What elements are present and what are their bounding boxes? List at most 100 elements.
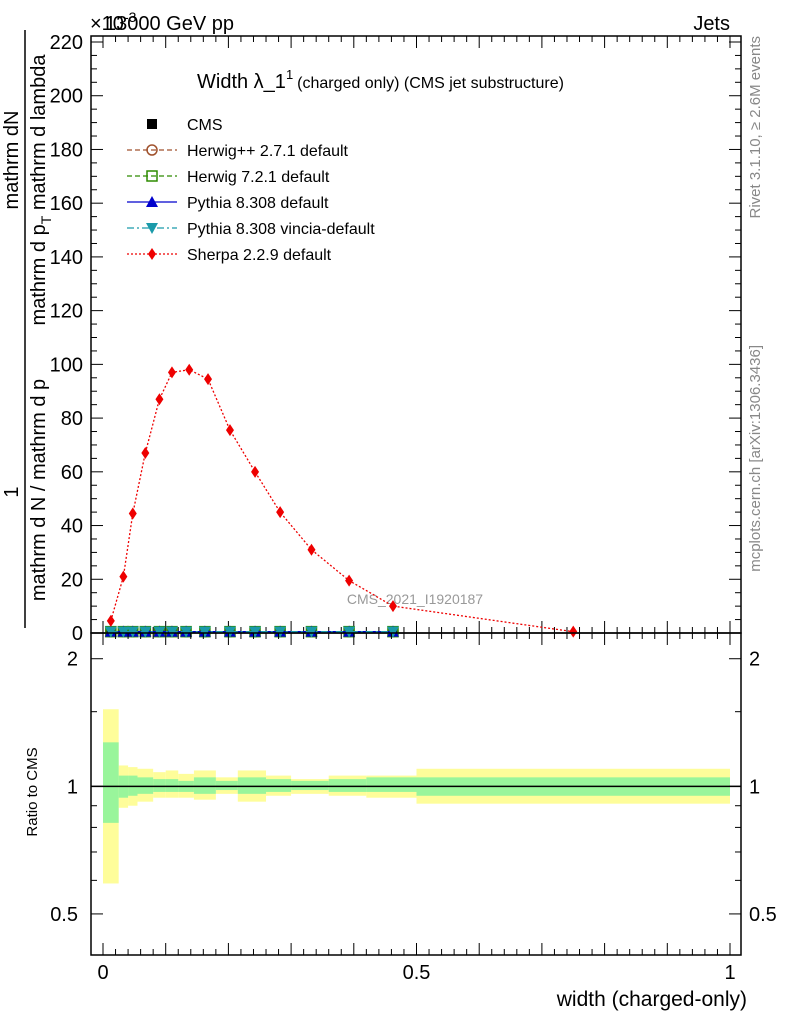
rivet-version-label: Rivet 3.1.10, ≥ 2.6M events <box>747 36 764 219</box>
data-point <box>104 626 117 638</box>
mcplots-label: mcplots.cern.ch [arXiv:1306.3436] <box>747 345 764 572</box>
y-label-inner-bottom: mathrm d pT mathrm d lambda <box>28 54 54 326</box>
ratio-stat-band <box>366 777 417 792</box>
data-point <box>155 393 164 406</box>
y-tick-label: 100 <box>50 354 83 376</box>
data-point <box>139 626 152 638</box>
y-tick-label: 220 <box>50 32 83 54</box>
y-tick-label: 60 <box>61 462 83 484</box>
chart-title: Width λ_11(charged only) (CMS jet substr… <box>197 67 564 93</box>
x-tick-label: 0.5 <box>403 962 431 984</box>
legend-entry: Pythia 8.308 vincia-default <box>127 221 375 238</box>
ratio-y-tick-label-right: 0.5 <box>749 904 777 926</box>
legend: CMS Herwig++ 2.7.1 default Herwig 7.2.1 de… <box>127 117 375 264</box>
y-tick-label: 180 <box>50 139 83 161</box>
data-point <box>180 626 193 638</box>
data-point <box>204 373 213 386</box>
data-point <box>128 507 137 520</box>
x-tick-label: 0 <box>97 962 108 984</box>
y-tick-label: 20 <box>61 569 83 591</box>
data-point <box>249 626 262 638</box>
data-point <box>126 626 139 638</box>
ratio-stat-band <box>328 779 367 792</box>
data-point <box>141 447 150 460</box>
legend-label: Herwig++ 2.7.1 default <box>187 143 349 160</box>
legend-label: Pythia 8.308 default <box>187 195 329 212</box>
ratio-bands <box>103 709 730 884</box>
data-point <box>388 600 397 613</box>
y-tick-label: 40 <box>61 516 83 538</box>
legend-entry: Herwig++ 2.7.1 default <box>127 143 349 160</box>
y-tick-label: 160 <box>50 193 83 215</box>
series-layer <box>104 363 578 638</box>
x-axis-label: width (charged-only) <box>556 988 747 1011</box>
legend-label: CMS <box>187 117 223 134</box>
data-point <box>307 543 316 556</box>
data-point <box>119 570 128 583</box>
data-point <box>198 626 211 638</box>
data-point <box>225 424 234 437</box>
data-point <box>117 626 130 638</box>
data-point <box>276 506 285 519</box>
ratio-y-tick-label: 1 <box>67 776 78 798</box>
series-4 <box>104 626 399 638</box>
y-exponent-label: ×10-3 <box>90 9 137 35</box>
data-point <box>167 366 176 379</box>
y-label-numerator-one: 1 <box>1 486 23 497</box>
legend-marker <box>146 144 158 156</box>
analysis-watermark: CMS_2021_I1920187 <box>347 591 483 607</box>
data-point <box>165 626 178 638</box>
legend-marker <box>147 119 157 129</box>
data-point <box>569 625 578 638</box>
data-point <box>185 363 194 376</box>
process-label: 13000 GeV pp <box>105 13 234 35</box>
ratio-stat-band <box>291 780 329 791</box>
data-point <box>153 626 166 638</box>
y-tick-label: 140 <box>50 247 83 269</box>
legend-entry: Sherpa 2.2.9 default <box>127 247 332 264</box>
legend-marker <box>146 223 158 234</box>
legend-marker <box>146 170 158 182</box>
ratio-stat-band <box>103 742 119 823</box>
series-5 <box>106 363 578 638</box>
x-tick-label: 1 <box>724 962 735 984</box>
y-label-inner-top: mathrm dN <box>1 111 23 210</box>
legend-marker <box>148 248 156 260</box>
y-tick-label: 0 <box>72 623 83 645</box>
main-y-ticks: 0 20 40 60 80 100 120 140 160 180 200 220 <box>50 32 741 645</box>
data-point <box>343 626 356 638</box>
y-tick-label: 80 <box>61 408 83 430</box>
data-point <box>106 614 115 627</box>
data-point <box>386 626 399 638</box>
data-point <box>251 465 260 478</box>
ratio-x-ticks: 0 0.5 1 <box>97 633 736 984</box>
series-line <box>110 369 574 633</box>
legend-entry: CMS <box>147 117 223 134</box>
legend-marker <box>146 196 158 207</box>
ratio-y-tick-label-right: 1 <box>749 776 760 798</box>
data-point <box>223 626 236 638</box>
analysis-tag-label: Jets <box>693 13 730 35</box>
y-tick-label: 200 <box>50 86 83 108</box>
ratio-y-ticks: 0.5 0.5 1 1 2 2 <box>50 649 777 926</box>
legend-label: Pythia 8.308 vincia-default <box>187 221 375 238</box>
legend-label: Sherpa 2.2.9 default <box>187 247 332 264</box>
main-y-axis-label: 1 mathrm d N / mathrm d p mathrm dN math… <box>1 30 54 628</box>
y-tick-label: 120 <box>50 301 83 323</box>
legend-entry: Herwig 7.2.1 default <box>127 169 330 186</box>
data-point <box>305 626 318 638</box>
ratio-stat-band <box>165 779 179 792</box>
ratio-y-tick-label: 2 <box>67 649 78 671</box>
ratio-stat-band <box>153 779 166 792</box>
ratio-y-tick-label-right: 2 <box>749 649 760 671</box>
data-point <box>345 574 354 587</box>
ratio-stat-band <box>266 779 292 792</box>
ratio-stat-band <box>215 780 238 791</box>
data-point <box>274 626 287 638</box>
ratio-y-axis-label: Ratio to CMS <box>24 747 41 836</box>
ratio-y-tick-label: 0.5 <box>50 904 78 926</box>
legend-entry: Pythia 8.308 default <box>127 195 329 212</box>
legend-label: Herwig 7.2.1 default <box>187 169 330 186</box>
y-label-denominator: mathrm d N / mathrm d p <box>28 379 50 601</box>
